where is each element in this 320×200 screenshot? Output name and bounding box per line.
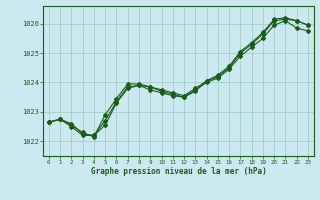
X-axis label: Graphe pression niveau de la mer (hPa): Graphe pression niveau de la mer (hPa) <box>91 167 266 176</box>
